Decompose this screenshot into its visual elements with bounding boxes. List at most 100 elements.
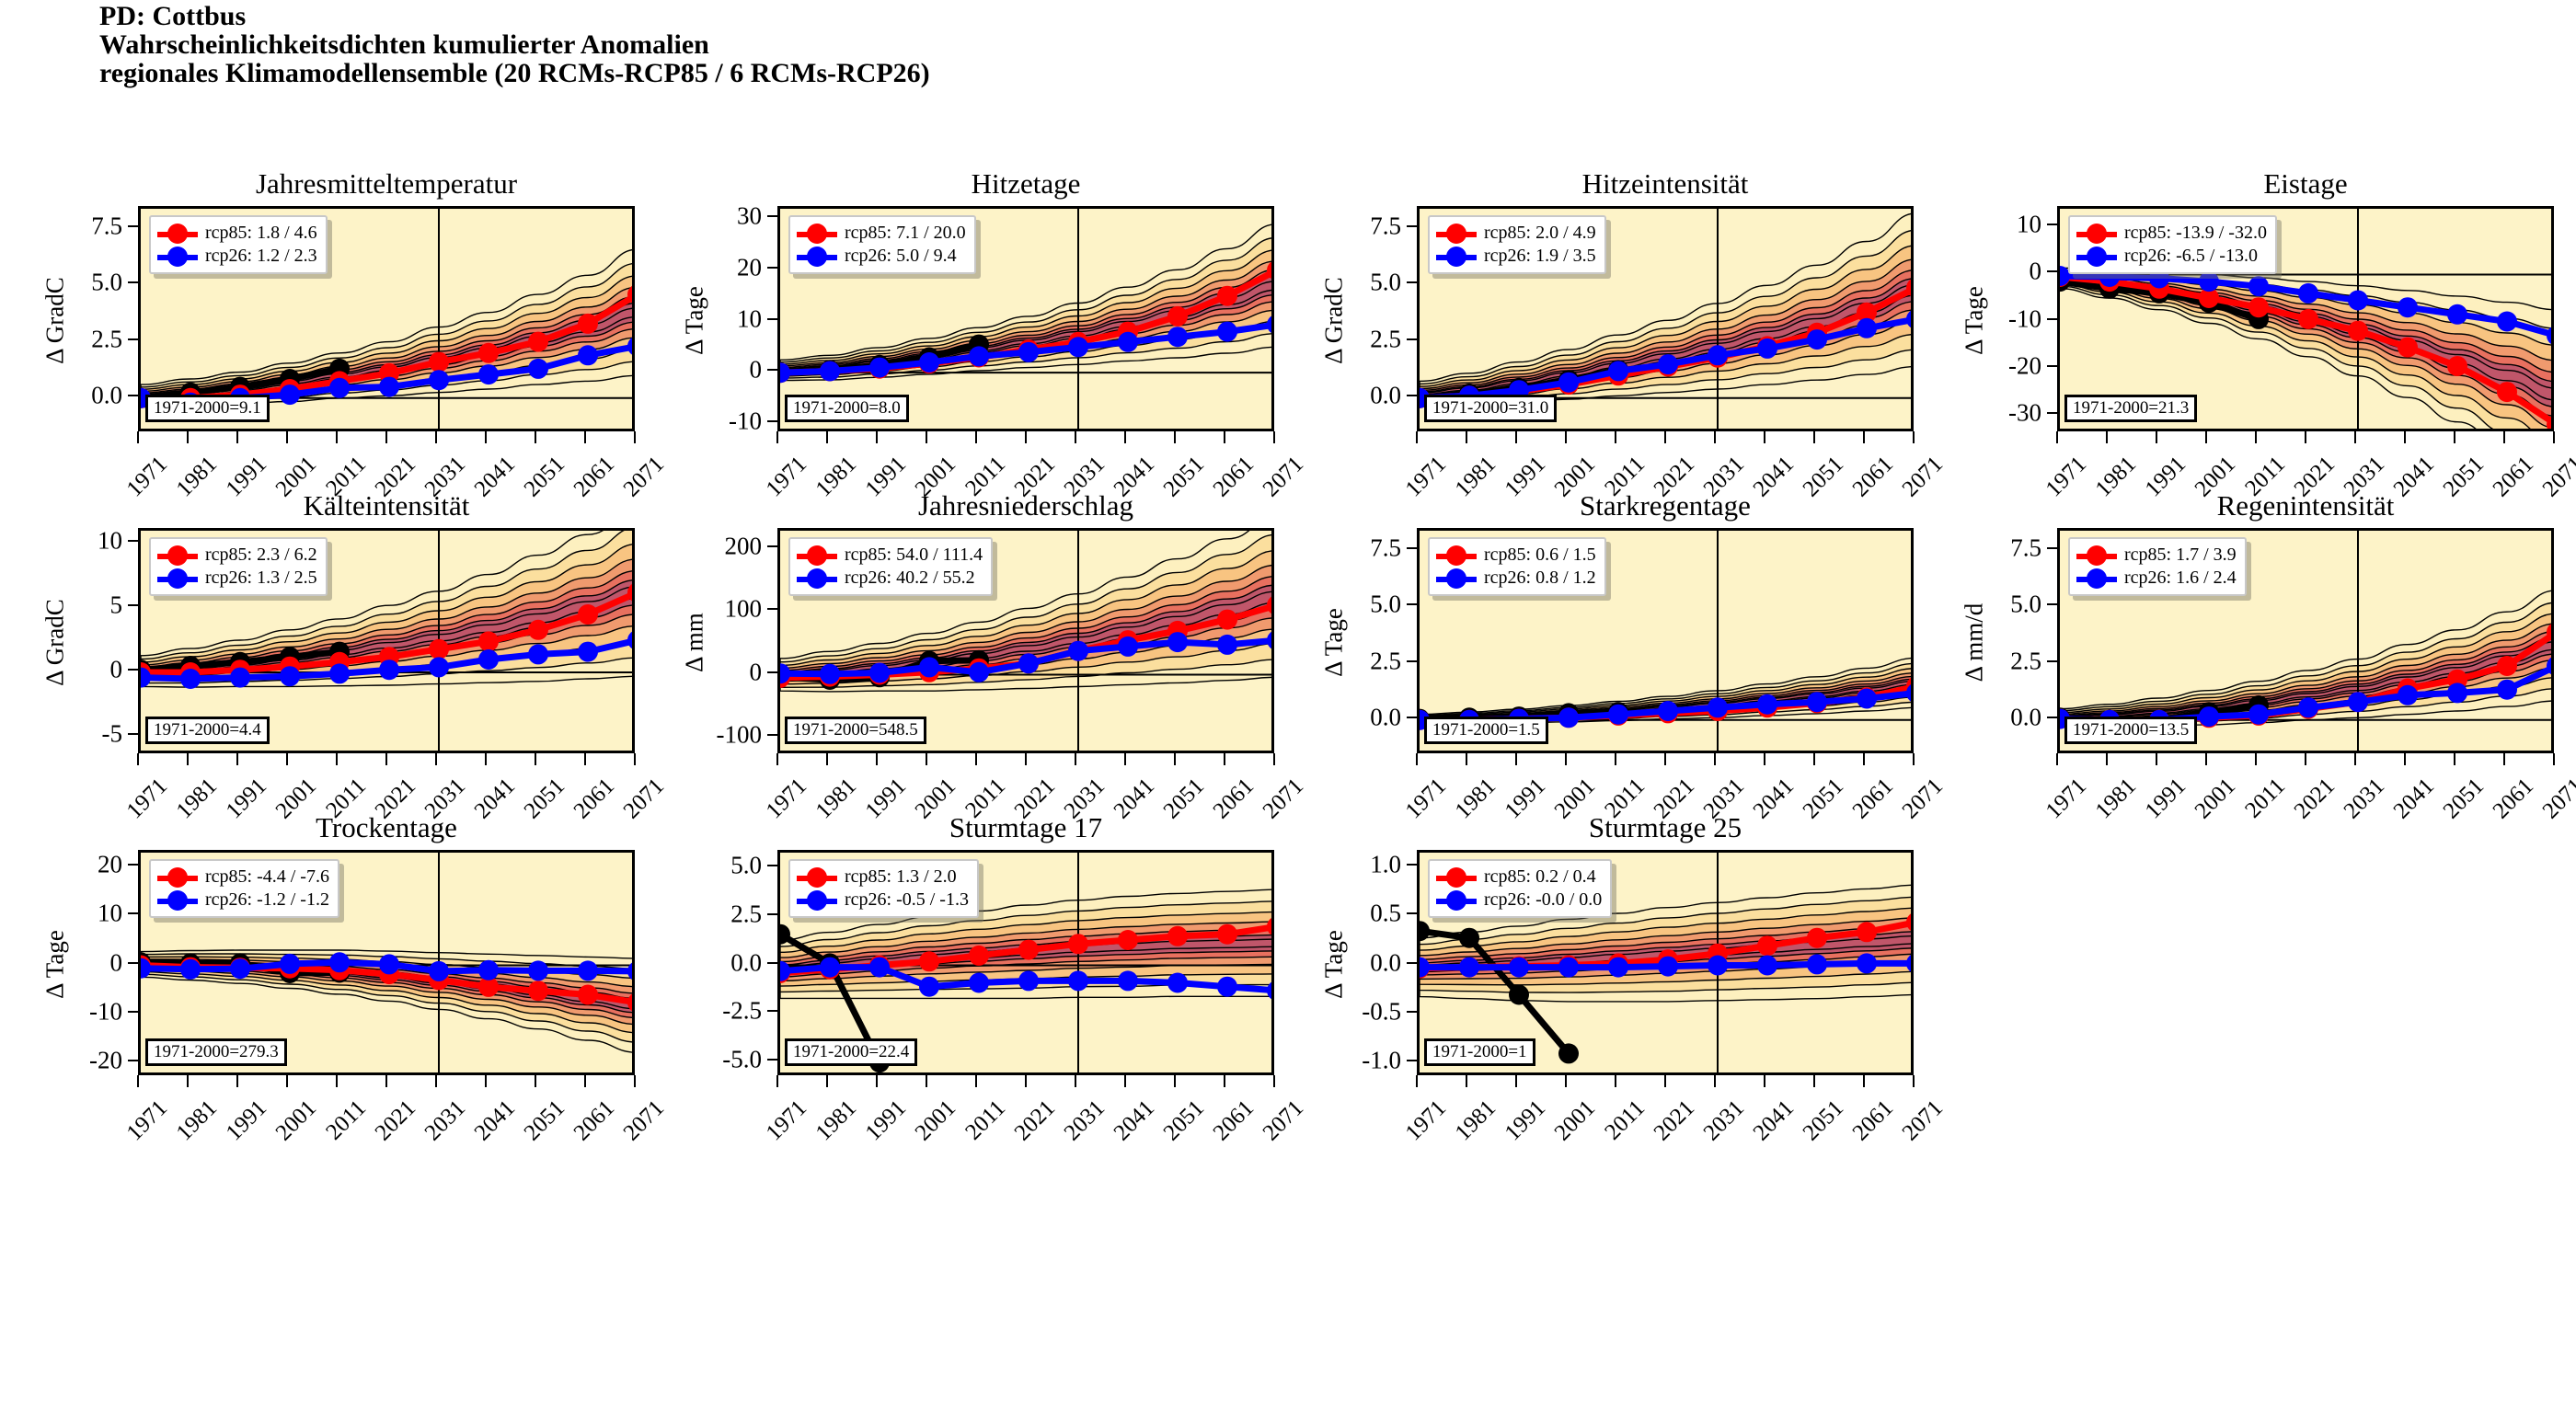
- legend-label: rcp26: 40.2 / 55.2: [845, 568, 975, 588]
- series-marker-rcp85: [2547, 624, 2551, 641]
- x-tick-mark: [826, 431, 828, 443]
- x-tick-mark: [137, 1075, 139, 1087]
- subplot-title: Kälteintensität: [303, 489, 470, 522]
- x-tick-mark: [2255, 431, 2257, 443]
- x-tick-mark: [2056, 753, 2058, 765]
- legend[interactable]: rcp85: 2.0 / 4.9 rcp26: 1.9 / 3.5: [1428, 215, 1606, 274]
- x-tick-mark: [2454, 753, 2455, 765]
- y-tick-mark: [767, 864, 778, 866]
- y-tick-mark: [2047, 547, 2058, 550]
- legend[interactable]: rcp85: -4.4 / -7.6 rcp26: -1.2 / -1.2: [149, 859, 339, 918]
- legend-label: rcp26: -6.5 / -13.0: [2124, 246, 2258, 266]
- series-marker-rcp26: [1708, 955, 1728, 976]
- x-tick-mark: [236, 753, 238, 765]
- x-tick-mark: [2553, 753, 2555, 765]
- series-marker-rcp26: [2547, 657, 2551, 675]
- density-band: [780, 550, 1271, 685]
- legend-label: rcp26: -1.2 / -1.2: [205, 889, 329, 910]
- legend[interactable]: rcp85: 0.2 / 0.4 rcp26: -0.0 / 0.0: [1428, 859, 1613, 918]
- series-marker-rcp26: [627, 338, 632, 355]
- x-tick-mark: [385, 753, 387, 765]
- subplot-trockentage: Trockentage Δ Tage 20 10 0 -10 -20 1971 1981 1991…: [5, 811, 685, 1287]
- y-tick-label: 2.5: [1370, 647, 1401, 675]
- series-marker-rcp26: [2447, 304, 2467, 325]
- series-marker-rcp26: [141, 958, 151, 979]
- series-marker-rcp26: [1658, 354, 1678, 375]
- legend[interactable]: rcp85: 1.8 / 4.6 rcp26: 1.2 / 2.3: [149, 215, 328, 274]
- legend[interactable]: rcp85: 1.3 / 2.0 rcp26: -0.5 / -1.3: [788, 859, 979, 918]
- y-tick-label: 1.0: [1370, 850, 1401, 878]
- y-axis-label: Δ GradC: [40, 598, 69, 686]
- y-axis-label: Δ mm: [680, 612, 708, 672]
- x-tick-mark: [1714, 1075, 1716, 1087]
- series-marker-rcp85: [627, 285, 632, 304]
- y-tick-label: -10: [89, 997, 122, 1026]
- x-tick-mark: [2454, 431, 2455, 443]
- y-tick-mark: [128, 225, 139, 228]
- legend-label: rcp85: 1.8 / 4.6: [205, 223, 317, 243]
- legend-entry-rcp85: rcp85: 54.0 / 111.4: [797, 544, 983, 567]
- y-tick-mark: [1407, 1060, 1418, 1062]
- x-tick-mark: [634, 1075, 636, 1087]
- x-tick-mark: [584, 431, 586, 443]
- series-marker-rcp26: [429, 657, 449, 678]
- series-marker-rcp26: [230, 667, 250, 688]
- legend-entry-rcp26: rcp26: 5.0 / 9.4: [797, 245, 966, 268]
- legend-label: rcp85: 2.3 / 6.2: [205, 545, 317, 565]
- x-tick-mark: [975, 753, 977, 765]
- y-tick-mark: [1407, 961, 1418, 964]
- series-marker-rcp26: [869, 357, 890, 378]
- subplot-jahresmitteltemperatur: Jahresmitteltemperatur Δ GradC 0.0 2.5 5.0 7.…: [5, 167, 685, 643]
- series-marker-observed: [1459, 927, 1479, 948]
- legend[interactable]: rcp85: 1.7 / 3.9 rcp26: 1.6 / 2.4: [2068, 537, 2247, 596]
- x-tick-mark: [2156, 431, 2157, 443]
- legend[interactable]: rcp85: 54.0 / 111.4 rcp26: 40.2 / 55.2: [788, 537, 994, 596]
- legend[interactable]: rcp85: -13.9 / -32.0 rcp26: -6.5 / -13.0: [2068, 215, 2277, 274]
- x-tick-mark: [1565, 1075, 1567, 1087]
- y-tick-label: 0.0: [2010, 703, 2041, 731]
- series-marker-rcp26: [919, 976, 939, 997]
- series-marker-rcp26: [1906, 310, 1911, 328]
- y-tick-label: 10: [737, 304, 762, 332]
- density-contours: [141, 531, 632, 751]
- legend-entry-rcp26: rcp26: -0.0 / 0.0: [1436, 889, 1602, 912]
- legend-entry-rcp85: rcp85: 1.3 / 2.0: [797, 866, 969, 889]
- legend[interactable]: rcp85: 2.3 / 6.2 rcp26: 1.3 / 2.5: [149, 537, 328, 596]
- y-tick-label: 0: [109, 948, 123, 976]
- series-marker-rcp85: [919, 951, 939, 972]
- y-tick-label: -5.0: [722, 1045, 762, 1073]
- y-tick-mark: [767, 1010, 778, 1013]
- y-axis-label: Δ Tage: [1319, 607, 1348, 677]
- legend-entry-rcp26: rcp26: 1.6 / 2.4: [2076, 567, 2237, 590]
- series-marker-rcp26: [969, 346, 989, 367]
- density-band: [141, 558, 632, 679]
- x-tick-mark: [1764, 1075, 1765, 1087]
- x-tick-mark: [1615, 431, 1616, 443]
- density-contours: [1420, 853, 1911, 1072]
- x-tick-mark: [1075, 431, 1076, 443]
- subplot-hitzetage: Hitzetage Δ Tage -10 0 10 20 30 1971 1981 1991 200…: [644, 167, 1325, 643]
- y-axis-label: Δ GradC: [1319, 276, 1348, 364]
- series-marker-rcp26: [379, 376, 399, 397]
- y-tick-mark: [128, 733, 139, 735]
- x-tick-mark: [1224, 753, 1225, 765]
- series-marker-observed: [1509, 984, 1529, 1005]
- series-marker-rcp26: [578, 960, 598, 981]
- legend[interactable]: rcp85: 0.6 / 1.5 rcp26: 0.8 / 1.2: [1428, 537, 1606, 596]
- x-tick-mark: [1025, 1075, 1027, 1087]
- series-marker-rcp26: [1608, 957, 1628, 978]
- series-marker-rcp26: [329, 377, 350, 398]
- density-contours: [141, 853, 632, 1072]
- y-tick-label: 2.5: [1370, 325, 1401, 353]
- x-tick-mark: [1466, 1075, 1467, 1087]
- series-marker-rcp85: [1018, 939, 1039, 960]
- legend[interactable]: rcp85: 7.1 / 20.0 rcp26: 5.0 / 9.4: [788, 215, 976, 274]
- legend-label: rcp26: 0.8 / 1.2: [1484, 568, 1596, 588]
- series-marker-rcp26: [869, 662, 890, 683]
- x-tick-mark: [975, 431, 977, 443]
- x-tick-mark: [2404, 753, 2406, 765]
- subplot-title: Eistage: [2263, 167, 2348, 200]
- series-marker-rcp26: [1558, 372, 1579, 393]
- x-tick-mark: [1664, 1075, 1666, 1087]
- x-tick-mark: [1174, 1075, 1176, 1087]
